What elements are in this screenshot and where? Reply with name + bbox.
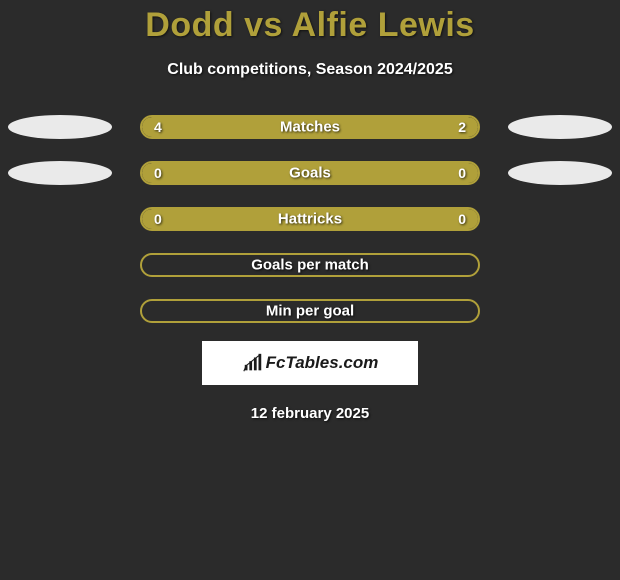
stat-row: Goals per match [0, 253, 620, 277]
stat-bar-fill-left [142, 117, 366, 137]
stat-bar-fill-right [366, 117, 478, 137]
stat-row: Goals00 [0, 161, 620, 185]
site-logo[interactable]: FcTables.com [202, 341, 418, 385]
player-left-bubble [8, 161, 112, 185]
stat-bar: Min per goal [140, 299, 480, 323]
page-title: Dodd vs Alfie Lewis [145, 6, 474, 45]
page-subtitle: Club competitions, Season 2024/2025 [167, 61, 452, 79]
stat-bar: Hattricks00 [140, 207, 480, 231]
stat-bar: Goals per match [140, 253, 480, 277]
date-label: 12 february 2025 [251, 405, 369, 422]
player-right-bubble [508, 161, 612, 185]
player-left-bubble [8, 115, 112, 139]
chart-bar-icon [242, 352, 264, 374]
stat-row: Matches42 [0, 115, 620, 139]
stat-bar: Matches42 [140, 115, 480, 139]
stat-bar-fill-left [142, 163, 478, 183]
stat-bar-fill-left [142, 209, 478, 229]
stat-row: Hattricks00 [0, 207, 620, 231]
site-logo-text: FcTables.com [266, 353, 379, 373]
stat-row: Min per goal [0, 299, 620, 323]
player-right-bubble [508, 115, 612, 139]
comparison-page: Dodd vs Alfie Lewis Club competitions, S… [0, 0, 620, 580]
stat-bar: Goals00 [140, 161, 480, 185]
stat-rows: Matches42 Goals00 Hattricks00 Goals per mat… [0, 115, 620, 323]
